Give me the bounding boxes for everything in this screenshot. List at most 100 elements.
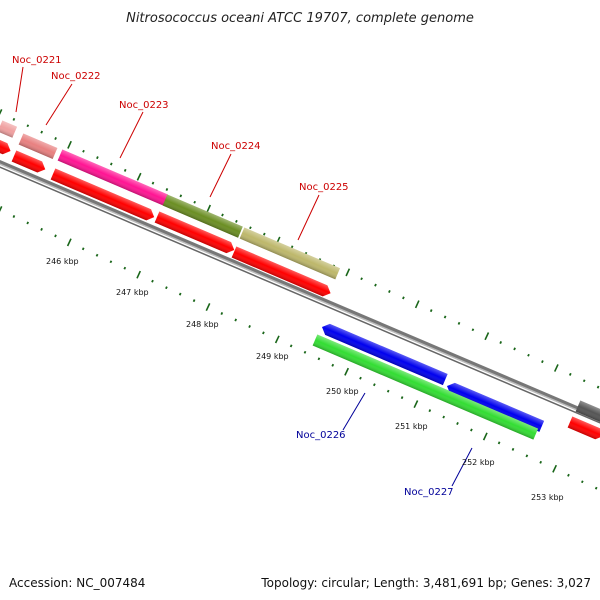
label-noc-0222[interactable]: Noc_0222 <box>51 71 101 82</box>
outer-minor-tick <box>596 385 600 389</box>
genome-backbone <box>0 159 600 424</box>
outer-minor-tick <box>402 296 405 300</box>
cds-arrow-0225[interactable] <box>231 246 333 298</box>
inner-major-tick <box>482 432 488 441</box>
inner-minor-tick <box>95 253 99 257</box>
outer-minor-tick <box>40 130 44 134</box>
inner-minor-tick <box>234 318 238 322</box>
gene-noc-0222[interactable] <box>18 133 58 160</box>
label-noc-0223[interactable]: Noc_0223 <box>119 100 169 111</box>
outer-minor-tick <box>96 156 99 160</box>
inner-minor-tick <box>109 260 113 264</box>
inner-minor-tick <box>580 480 584 484</box>
outer-ticks <box>0 109 600 389</box>
accession-text: Accession: NC_007484 <box>9 576 146 590</box>
outer-major-tick <box>345 268 351 277</box>
inner-minor-tick <box>178 292 182 296</box>
outer-minor-tick <box>262 232 266 236</box>
cds-arrow-edge-right[interactable] <box>567 416 600 441</box>
inner-major-tick <box>274 335 280 344</box>
inner-minor-tick <box>289 344 293 348</box>
inner-minor-tick <box>331 363 335 367</box>
inner-minor-tick <box>539 460 543 464</box>
outer-minor-tick <box>443 315 447 319</box>
callout-lines-forward <box>15 66 320 241</box>
inner-minor-tick <box>442 415 446 419</box>
inner-major-tick <box>0 206 3 212</box>
outer-minor-tick <box>499 341 503 344</box>
inner-minor-tick <box>248 325 251 328</box>
outer-minor-tick <box>54 137 57 140</box>
outer-minor-tick <box>179 194 183 198</box>
inner-minor-tick <box>12 215 16 218</box>
cds-arrow-0226a[interactable] <box>320 321 448 386</box>
inner-minor-tick <box>192 299 196 303</box>
outer-major-tick <box>414 300 420 309</box>
genome-summary-text: Topology: circular; Length: 3,481,691 bp… <box>261 576 591 590</box>
kbp-label-249: 249 kbp <box>256 352 289 361</box>
outer-minor-tick <box>109 162 113 166</box>
label-noc-0225[interactable]: Noc_0225 <box>299 182 349 193</box>
outer-minor-tick <box>582 379 586 383</box>
inner-minor-tick <box>165 286 168 290</box>
gene-noc-0223[interactable] <box>57 149 169 206</box>
label-noc-0226[interactable]: Noc_0226 <box>296 430 346 441</box>
outer-minor-tick <box>123 168 127 172</box>
outer-minor-tick <box>429 309 433 313</box>
inner-minor-tick <box>386 389 390 393</box>
cds-arrow-0223[interactable] <box>50 168 157 222</box>
kbp-label-251: 251 kbp <box>395 422 428 431</box>
kbp-label-246: 246 kbp <box>46 257 79 266</box>
inner-major-tick <box>136 270 142 279</box>
cds-arrow-0222[interactable] <box>11 150 48 174</box>
inner-major-tick <box>552 464 558 473</box>
cds-arrow-0221[interactable] <box>0 138 13 156</box>
inner-minor-tick <box>428 409 432 413</box>
outer-minor-tick <box>568 372 572 376</box>
outer-minor-tick <box>165 188 169 191</box>
inner-minor-tick <box>262 331 265 335</box>
outer-minor-tick <box>360 277 363 281</box>
gene-noc-0224[interactable] <box>162 194 243 238</box>
kbp-scale-labels: 246 kbp 247 kbp 248 kbp 249 kbp 250 kbp … <box>46 257 564 502</box>
inner-minor-tick <box>303 350 307 354</box>
outer-minor-tick <box>221 213 224 217</box>
inner-minor-tick <box>40 227 43 231</box>
gene-labels: Noc_0221 Noc_0222 Noc_0223 Noc_0224 Noc_… <box>12 55 454 498</box>
inner-minor-tick <box>317 357 321 361</box>
inner-ticks <box>0 206 598 490</box>
inner-major-tick <box>205 303 211 312</box>
gene-noc-0221[interactable] <box>0 120 18 138</box>
inner-minor-tick <box>511 447 515 451</box>
inner-minor-tick <box>123 266 127 270</box>
inner-minor-tick <box>525 454 529 458</box>
outer-minor-tick <box>26 124 30 128</box>
kbp-label-252: 252 kbp <box>462 458 495 467</box>
outer-minor-tick <box>527 353 530 357</box>
outer-minor-tick <box>290 245 294 249</box>
inner-major-tick <box>66 238 72 247</box>
cds-arrow-0224[interactable] <box>154 211 237 255</box>
label-noc-0224[interactable]: Noc_0224 <box>211 141 261 152</box>
map-title: Nitrosococcus oceani ATCC 19707, complet… <box>126 11 474 26</box>
outer-minor-tick <box>249 226 252 230</box>
label-noc-0221[interactable]: Noc_0221 <box>12 55 62 66</box>
inner-minor-tick <box>54 234 57 238</box>
outer-minor-tick <box>12 117 16 121</box>
label-noc-0227[interactable]: Noc_0227 <box>404 487 454 498</box>
outer-minor-tick <box>235 219 238 223</box>
outer-minor-tick <box>457 321 461 325</box>
inner-minor-tick <box>81 247 85 251</box>
outer-major-tick <box>0 109 3 115</box>
gene-features <box>0 120 600 441</box>
cds-arrow-0226b[interactable] <box>445 380 545 432</box>
inner-minor-tick <box>497 441 501 445</box>
outer-major-tick <box>484 332 490 341</box>
outer-minor-tick <box>193 200 197 204</box>
gene-noc-0226-0227[interactable] <box>312 334 539 440</box>
outer-minor-tick <box>374 283 377 287</box>
gene-noc-0225[interactable] <box>239 227 341 280</box>
kbp-label-250: 250 kbp <box>326 387 359 396</box>
outer-major-tick <box>67 140 72 149</box>
